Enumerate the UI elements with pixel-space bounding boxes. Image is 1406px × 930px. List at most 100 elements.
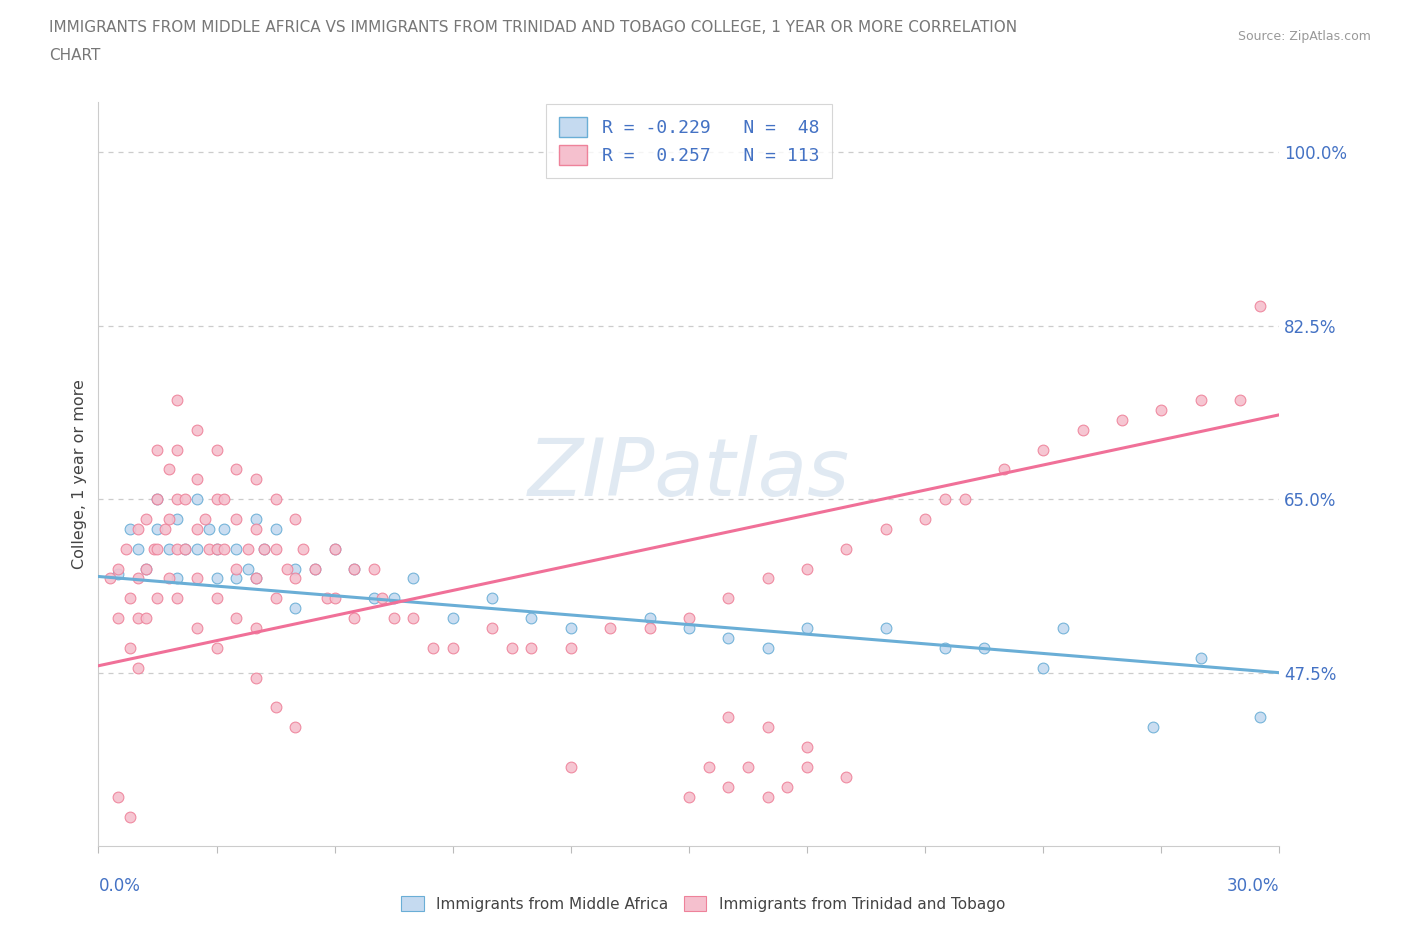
Point [304,561,326,576]
Point [441,641,464,656]
Point [796,561,818,576]
Point [127,611,149,626]
Point [402,571,425,586]
Point [157,541,180,556]
Point [292,541,315,556]
Point [127,660,149,675]
Point [214,541,236,556]
Legend: R = -0.229   N =  48, R =  0.257   N = 113: R = -0.229 N = 48, R = 0.257 N = 113 [546,104,832,179]
Point [284,601,307,616]
Point [197,522,219,537]
Point [1032,442,1054,457]
Point [166,442,188,457]
Point [107,611,129,626]
Point [678,611,700,626]
Text: IMMIGRANTS FROM MIDDLE AFRICA VS IMMIGRANTS FROM TRINIDAD AND TOBAGO COLLEGE, 1 : IMMIGRANTS FROM MIDDLE AFRICA VS IMMIGRA… [49,20,1018,35]
Point [98,571,121,586]
Point [756,641,779,656]
Point [1229,392,1251,407]
Point [225,571,247,586]
Point [315,591,337,605]
Legend: Immigrants from Middle Africa, Immigrants from Trinidad and Tobago: Immigrants from Middle Africa, Immigrant… [395,889,1011,918]
Point [264,522,287,537]
Point [481,620,503,635]
Point [1249,299,1271,313]
Point [1189,650,1212,665]
Point [599,620,621,635]
Point [284,561,307,576]
Point [756,720,779,735]
Point [166,591,188,605]
Point [934,641,956,656]
Point [343,561,366,576]
Point [343,611,366,626]
Point [481,591,503,605]
Point [276,561,298,576]
Point [245,472,267,486]
Point [323,591,346,605]
Point [205,641,228,656]
Point [697,760,720,775]
Point [304,561,326,576]
Point [205,492,228,507]
Point [186,492,208,507]
Point [973,641,995,656]
Point [142,541,165,556]
Point [214,522,236,537]
Point [146,591,169,605]
Point [1189,392,1212,407]
Point [186,571,208,586]
Point [236,541,259,556]
Point [638,611,661,626]
Point [875,620,897,635]
Point [127,522,149,537]
Point [737,760,759,775]
Point [135,561,157,576]
Point [796,739,818,754]
Point [520,641,543,656]
Point [146,522,169,537]
Point [127,571,149,586]
Point [135,611,157,626]
Point [174,541,197,556]
Point [560,620,582,635]
Point [245,522,267,537]
Point [284,512,307,526]
Point [118,591,141,605]
Point [214,492,236,507]
Point [264,492,287,507]
Point [205,541,228,556]
Point [245,620,267,635]
Point [205,541,228,556]
Point [1142,720,1164,735]
Point [717,779,740,794]
Point [253,541,276,556]
Point [934,492,956,507]
Point [166,512,188,526]
Point [166,541,188,556]
Point [993,462,1015,477]
Point [253,541,276,556]
Point [205,442,228,457]
Point [638,620,661,635]
Point [205,571,228,586]
Point [284,720,307,735]
Text: 30.0%: 30.0% [1227,877,1279,895]
Y-axis label: College, 1 year or more: College, 1 year or more [72,379,87,569]
Point [796,760,818,775]
Point [186,541,208,556]
Point [236,561,259,576]
Point [363,561,385,576]
Point [382,611,405,626]
Point [174,492,197,507]
Point [323,541,346,556]
Point [1032,660,1054,675]
Point [225,561,247,576]
Point [875,522,897,537]
Point [157,462,180,477]
Point [520,611,543,626]
Point [245,571,267,586]
Point [756,571,779,586]
Text: ZIPatlas: ZIPatlas [527,435,851,513]
Point [107,561,129,576]
